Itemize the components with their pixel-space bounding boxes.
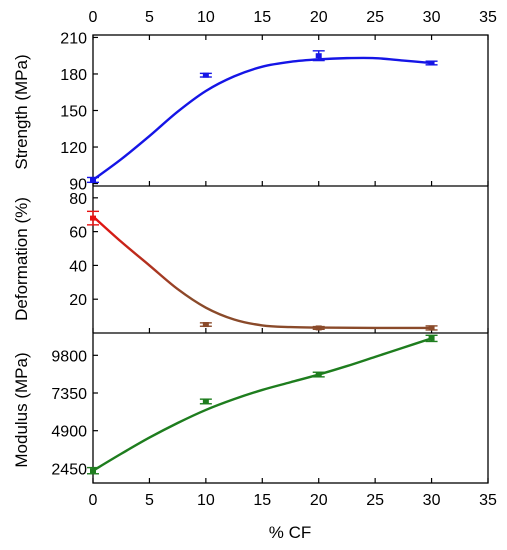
modulus-axis-title: Modulus (MPa) xyxy=(12,352,31,467)
strength-data-point xyxy=(202,72,209,78)
series-layer xyxy=(87,50,438,475)
x-tick-label-bottom: 0 xyxy=(89,492,98,509)
x-tick-label-bottom: 30 xyxy=(423,492,441,509)
strength-axis-title: Strength (MPa) xyxy=(12,54,31,169)
x-tick-label-top: 0 xyxy=(89,9,98,26)
modulus-data-point xyxy=(202,398,209,404)
deformation-data-point xyxy=(428,325,435,331)
strength-data-point xyxy=(315,53,322,59)
deformation-data-point xyxy=(202,322,209,328)
strength-y-tick-label: 120 xyxy=(60,140,87,157)
deformation-y-tick-label: 20 xyxy=(69,292,87,309)
modulus-fit-curve xyxy=(92,337,432,472)
strength-y-tick-label: 150 xyxy=(60,104,87,121)
strength-fit-curve xyxy=(92,56,432,181)
deformation-y-tick-label: 40 xyxy=(69,258,87,275)
plot-frame xyxy=(92,34,489,484)
x-tick-label-bottom: 5 xyxy=(145,492,154,509)
modulus-y-tick-label: 2450 xyxy=(51,461,87,478)
x-tick-label-top: 25 xyxy=(366,9,384,26)
strength-y-tick-label: 210 xyxy=(60,30,87,47)
deformation-data-point xyxy=(90,215,96,221)
modulus-y-tick-label: 7350 xyxy=(51,386,87,403)
strength-y-tick-label: 180 xyxy=(60,67,87,84)
modulus-data-point xyxy=(90,468,96,474)
x-tick-label-bottom: 35 xyxy=(479,492,497,509)
x-tick-label-top: 35 xyxy=(479,9,497,26)
x-tick-label-top: 30 xyxy=(423,9,441,26)
modulus-data-point xyxy=(428,335,435,341)
x-tick-label-top: 15 xyxy=(253,9,271,26)
deformation-axis-title: Deformation (%) xyxy=(12,197,31,321)
deformation-fit-curve xyxy=(92,215,432,330)
x-axis-title: % CF xyxy=(269,523,312,542)
strength-data-point xyxy=(90,177,96,183)
x-tick-label-top: 5 xyxy=(145,9,154,26)
modulus-y-tick-label: 9800 xyxy=(51,348,87,365)
x-tick-label-bottom: 10 xyxy=(197,492,215,509)
x-tick-label-bottom: 25 xyxy=(366,492,384,509)
x-tick-label-bottom: 20 xyxy=(310,492,328,509)
strength-y-tick-label: 90 xyxy=(69,177,87,194)
x-tick-label-top: 20 xyxy=(310,9,328,26)
deformation-data-point xyxy=(315,325,322,331)
x-tick-label-bottom: 15 xyxy=(253,492,271,509)
modulus-y-tick-label: 4900 xyxy=(51,424,87,441)
deformation-y-tick-label: 80 xyxy=(69,191,87,208)
modulus-data-point xyxy=(315,372,322,378)
strength-data-point xyxy=(428,60,435,66)
x-tick-label-top: 10 xyxy=(197,9,215,26)
deformation-y-tick-label: 60 xyxy=(69,225,87,242)
tick-layer: 0 0 5 5 10 10 15 15 20 20 25 25 30 30 35 35 90 120 150 180 2… xyxy=(51,9,497,509)
